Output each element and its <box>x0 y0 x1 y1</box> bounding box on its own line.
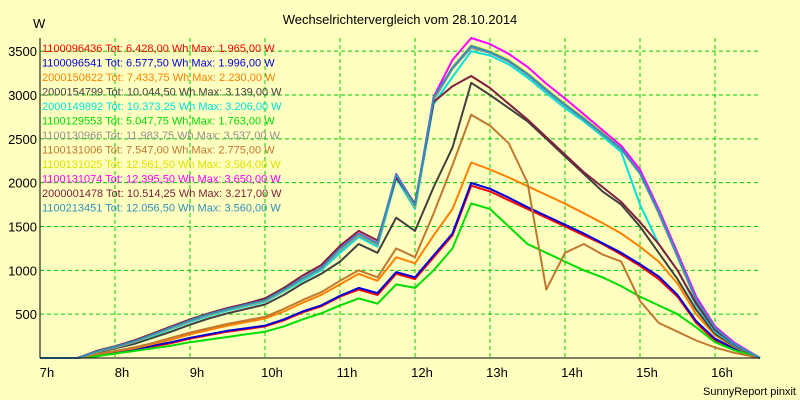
legend-entry: 1100131006 Tot: 7.547,00 Wh Max: 2.775,0… <box>42 145 275 157</box>
y-tick-label: 2000 <box>8 176 37 191</box>
legend-entry: 2000150622 Tot: 7.433,75 Wh Max: 2.230,0… <box>42 72 276 84</box>
y-tick-label: 1500 <box>8 219 37 234</box>
series-line-2 <box>40 182 761 359</box>
legend-entry: 1100131025 Tot: 12.561,50 Wh Max: 3.564,… <box>42 159 281 171</box>
y-tick-label: 1000 <box>8 263 37 278</box>
x-tick-label: 16h <box>711 365 733 380</box>
legend-entry: 1100096436 Tot: 6.428,00 Wh Max: 1.965,0… <box>42 43 275 55</box>
x-tick-label: 15h <box>636 365 658 380</box>
series-line-12 <box>40 44 761 359</box>
x-tick-label: 11h <box>337 365 358 380</box>
x-tick-label: 7h <box>40 365 54 380</box>
y-tick-label: 3500 <box>8 44 37 59</box>
legend-entry: 2000149892 Tot: 10.373,25 Wh Max: 3.206,… <box>42 101 282 113</box>
y-tick-label: 3000 <box>8 88 37 103</box>
legend-entry: 2000154799 Tot: 10.044,50 Wh Max: 3.139,… <box>42 87 282 99</box>
y-axis-unit-label: W <box>33 16 46 31</box>
footer-label: SunnyReport pinxit <box>703 386 796 398</box>
x-tick-label: 12h <box>411 365 433 380</box>
x-tick-label: 14h <box>561 365 583 380</box>
series-line-8 <box>40 113 761 359</box>
legend-entry: 1100130966 Tot: 11.983,75 Wh Max: 3.537,… <box>42 130 281 142</box>
legend-entry: 1100131074 Tot: 12.395,50 Wh Max: 3.650,… <box>42 174 281 186</box>
x-tick-label: 8h <box>115 365 129 380</box>
legend-entry: 1100213451 Tot: 12.056,50 Wh Max: 3.560,… <box>42 203 281 215</box>
y-tick-label: 500 <box>15 307 37 322</box>
y-tick-label: 2500 <box>8 132 37 147</box>
series-layer <box>40 37 761 359</box>
series-line-4 <box>40 81 761 359</box>
x-tick-label: 9h <box>190 365 204 380</box>
series-line-3 <box>40 161 761 359</box>
legend-entry: 1100096541 Tot: 6.577,50 Wh Max: 1.996,0… <box>42 58 275 70</box>
chart-title: Wechselrichtervergleich vom 28.10.2014 <box>283 12 518 27</box>
x-tick-label: 13h <box>486 365 508 380</box>
legend: 1100096436 Tot: 6.428,00 Wh Max: 1.965,0… <box>42 43 282 215</box>
legend-entry: 1100129553 Tot: 5.047,75 Wh Max: 1.763,0… <box>42 116 275 128</box>
x-tick-label: 10h <box>261 365 283 380</box>
axes: 7h 8h 9h 10h 11h 12h 13h 14h 15h 16h 500 1000 1500 20… <box>8 38 760 380</box>
legend-entry: 2000001478 Tot: 10.514,25 Wh Max: 3.217,… <box>42 188 282 200</box>
